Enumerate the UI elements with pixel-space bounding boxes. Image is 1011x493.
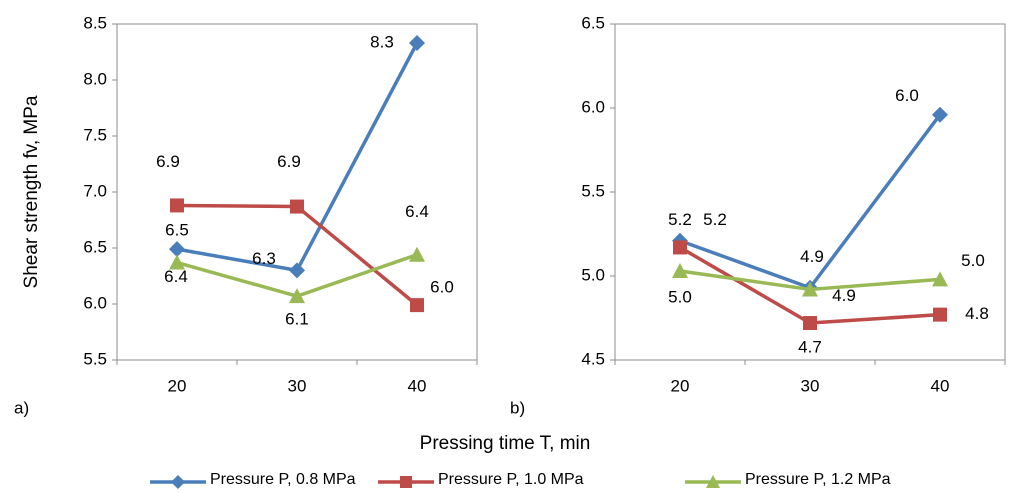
y-tick-label: 8.5 xyxy=(83,13,107,32)
marker xyxy=(933,307,947,322)
marker xyxy=(409,35,425,52)
x-tick-label: 40 xyxy=(408,376,427,395)
marker xyxy=(803,316,817,331)
data-label: 6.1 xyxy=(285,310,309,329)
marker xyxy=(802,281,818,297)
marker xyxy=(932,106,948,123)
x-tick-label: 30 xyxy=(801,376,820,395)
data-label: 4.7 xyxy=(798,338,822,357)
marker xyxy=(409,246,425,262)
legend-label: Pressure P, 0.8 MPa xyxy=(210,471,356,488)
marker xyxy=(289,262,305,279)
x-tick-label: 20 xyxy=(168,376,187,395)
panel-label: b) xyxy=(510,398,525,417)
y-tick-label: 6.0 xyxy=(581,97,605,116)
marker xyxy=(169,241,185,258)
marker xyxy=(170,198,184,213)
marker xyxy=(169,254,185,270)
data-label: 8.3 xyxy=(370,33,394,52)
data-label: 6.9 xyxy=(156,152,180,171)
marker xyxy=(673,240,687,255)
data-label: 4.9 xyxy=(832,286,856,305)
legend-marker xyxy=(171,475,185,489)
data-label: 6.5 xyxy=(165,221,189,240)
x-tick-label: 30 xyxy=(288,376,307,395)
legend-marker xyxy=(400,476,412,488)
legend-marker xyxy=(706,475,720,488)
panel-label: a) xyxy=(14,398,29,417)
y-tick-label: 5.5 xyxy=(581,181,605,200)
marker xyxy=(672,262,688,278)
y-tick-label: 6.0 xyxy=(83,293,107,312)
y-tick-label: 4.5 xyxy=(581,349,605,368)
data-label: 4.9 xyxy=(800,247,824,266)
legend-label: Pressure P, 1.0 MPa xyxy=(438,471,584,488)
x-tick-label: 20 xyxy=(671,376,690,395)
data-label: 6.0 xyxy=(895,86,919,105)
data-label: 6.4 xyxy=(164,267,188,286)
legend-label: Pressure P, 1.2 MPa xyxy=(745,471,891,488)
y-axis-label: Shear strength fv, MPa xyxy=(21,95,42,288)
x-axis-label: Pressing time T, min xyxy=(420,433,591,454)
y-tick-label: 7.5 xyxy=(83,125,107,144)
marker xyxy=(410,298,424,313)
data-label: 6.3 xyxy=(252,249,276,268)
data-label: 5.2 xyxy=(703,210,727,229)
marker xyxy=(289,288,305,304)
data-label: 6.0 xyxy=(430,278,454,297)
y-tick-label: 8.0 xyxy=(83,69,107,88)
y-tick-label: 6.5 xyxy=(83,237,107,256)
data-label: 5.2 xyxy=(668,210,692,229)
y-tick-label: 5.0 xyxy=(581,265,605,284)
marker xyxy=(290,199,304,214)
data-label: 5.0 xyxy=(961,251,985,270)
data-label: 5.0 xyxy=(668,287,692,306)
data-label: 4.8 xyxy=(965,304,989,323)
y-tick-label: 6.5 xyxy=(581,13,605,32)
data-label: 6.9 xyxy=(277,152,301,171)
marker xyxy=(932,271,948,287)
y-tick-label: 5.5 xyxy=(83,349,107,368)
x-tick-label: 40 xyxy=(931,376,950,395)
y-tick-label: 7.0 xyxy=(83,181,107,200)
data-label: 6.4 xyxy=(405,202,429,221)
